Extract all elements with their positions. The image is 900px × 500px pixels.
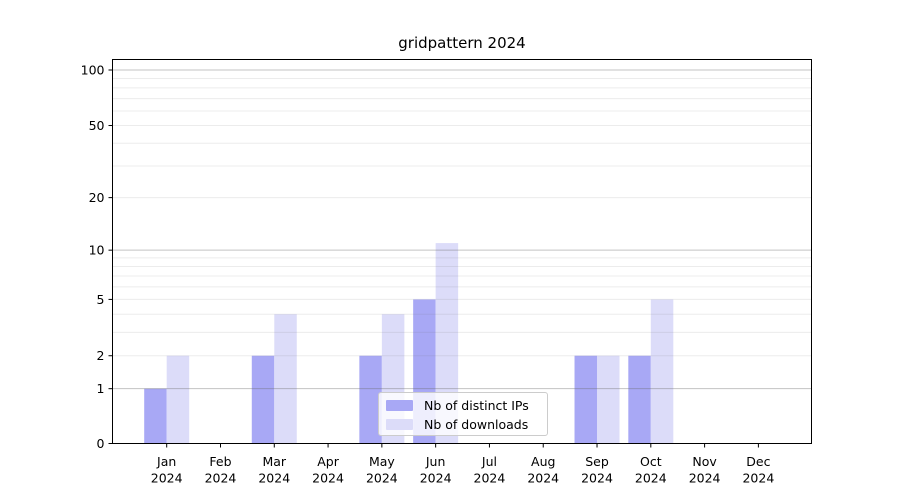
x-tick-label-feb: Feb (209, 454, 231, 469)
x-tick-label-nov: Nov (692, 454, 717, 469)
y-tick-label-20: 20 (89, 190, 105, 205)
bar-sep-2024-nb-of-distinct-ips (574, 355, 598, 444)
bar-oct-2024-nb-of-distinct-ips (628, 355, 651, 444)
axes-spines (112, 59, 812, 444)
x-tick-label-year: 2024 (366, 471, 398, 486)
legend-swatch-ips (386, 400, 413, 411)
bar-sep-2024-nb-of-downloads (597, 355, 620, 444)
legend-label-downloads: Nb of downloads (424, 417, 529, 432)
chart-title: gridpattern 2024 (398, 34, 526, 52)
x-tick-label-jan: Jan (156, 454, 176, 469)
legend: Nb of distinct IPs Nb of downloads (378, 392, 548, 436)
y-tick-label-5: 5 (97, 292, 105, 307)
x-tick-label-may: May (369, 454, 395, 469)
bar-may-2024-nb-of-distinct-ips (359, 355, 382, 444)
x-tick-label-year: 2024 (689, 471, 721, 486)
x-tick-label-jun: Jun (425, 454, 446, 469)
y-tick-label-2: 2 (97, 348, 105, 363)
legend-item: Nb of distinct IPs (379, 396, 547, 415)
x-tick-label-year: 2024 (527, 471, 559, 486)
bar-mar-2024-nb-of-downloads (274, 314, 297, 444)
x-tick-label-year: 2024 (258, 471, 290, 486)
x-tick-label-oct: Oct (640, 454, 662, 469)
x-tick-label-year: 2024 (151, 471, 183, 486)
bar-jan-2024-nb-of-distinct-ips (144, 388, 167, 444)
x-tick-label-year: 2024 (312, 471, 344, 486)
x-tick-label-year: 2024 (420, 471, 452, 486)
y-tick-label-100: 100 (81, 62, 105, 77)
x-tick-label-year: 2024 (581, 471, 613, 486)
y-tick-label-50: 50 (89, 118, 105, 133)
x-tick-label-year: 2024 (635, 471, 667, 486)
x-tick-label-sep: Sep (585, 454, 609, 469)
y-tick-label-10: 10 (89, 243, 105, 258)
x-tick-label-aug: Aug (531, 454, 555, 469)
bar-oct-2024-nb-of-downloads (650, 299, 674, 444)
x-tick-label-year: 2024 (205, 471, 237, 486)
y-tick-label-1: 1 (97, 381, 105, 396)
legend-item: Nb of downloads (379, 415, 547, 434)
y-tick-label-0: 0 (97, 436, 105, 451)
x-tick-label-mar: Mar (262, 454, 286, 469)
x-tick-label-jul: Jul (481, 454, 497, 469)
legend-swatch-downloads (386, 419, 413, 430)
bar-jan-2024-nb-of-downloads (166, 355, 190, 444)
x-tick-label-year: 2024 (474, 471, 506, 486)
x-tick-label-apr: Apr (317, 454, 339, 469)
bar-mar-2024-nb-of-distinct-ips (251, 355, 275, 444)
legend-label-ips: Nb of distinct IPs (424, 398, 529, 413)
x-tick-label-year: 2024 (742, 471, 774, 486)
x-tick-label-dec: Dec (746, 454, 770, 469)
